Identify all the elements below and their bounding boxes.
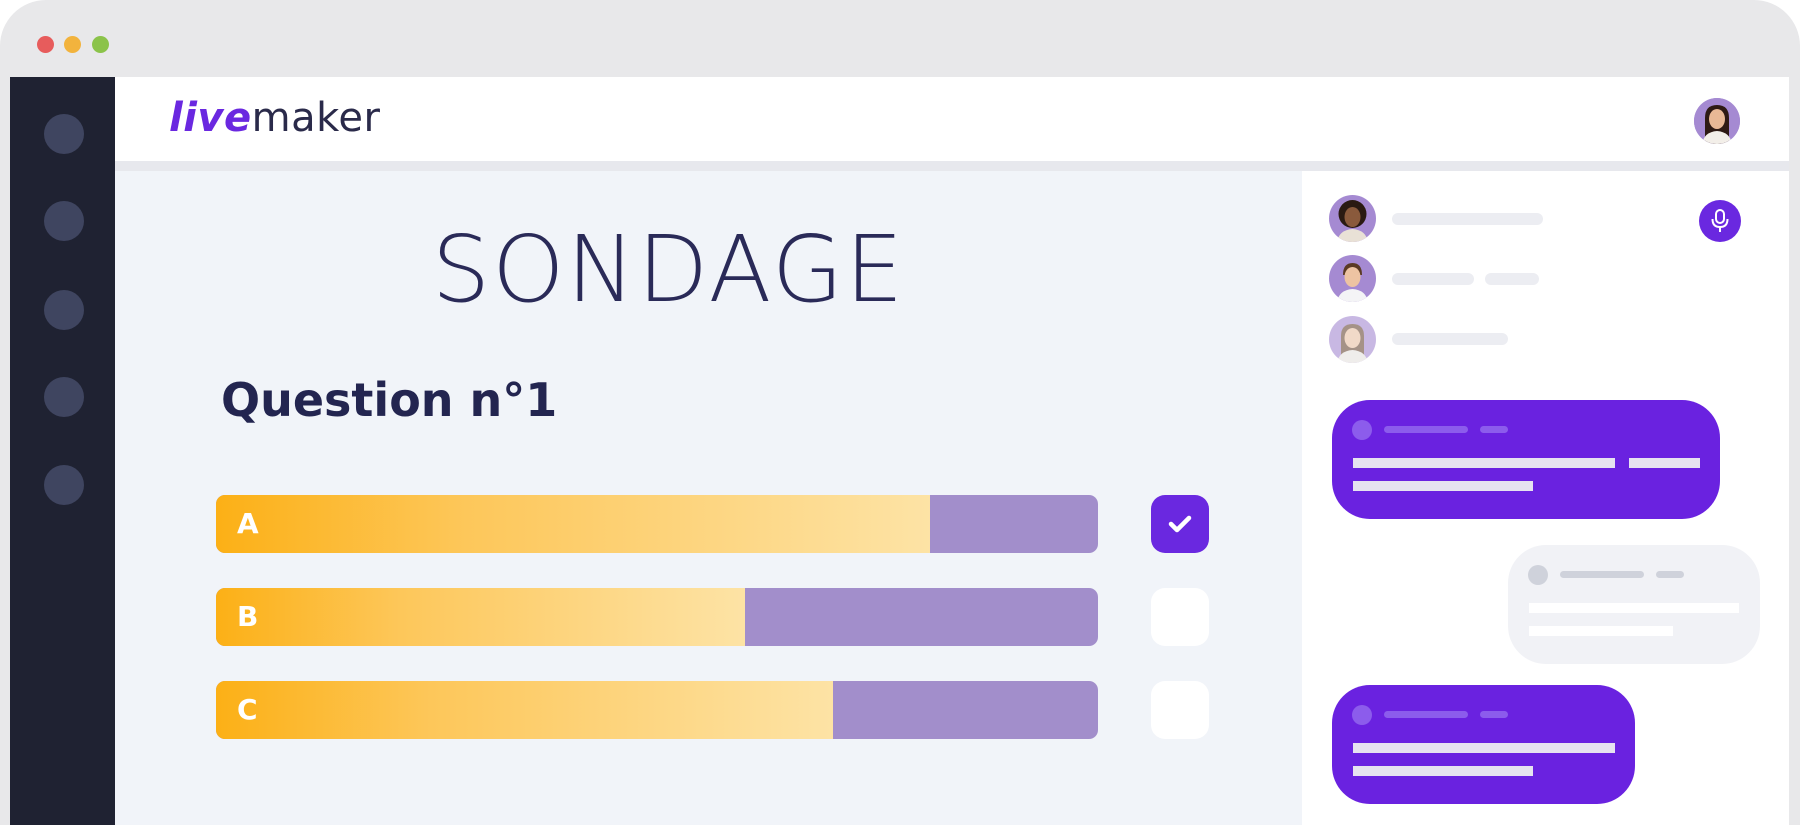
- message-1-text-line-1b: [1629, 458, 1700, 468]
- poll-option-a-checkbox[interactable]: [1151, 495, 1209, 553]
- message-2-text-line-1: [1529, 603, 1739, 613]
- poll-option-a-fill: [216, 495, 931, 553]
- chat-message-1[interactable]: [1332, 400, 1720, 519]
- participant-avatar-2[interactable]: [1329, 255, 1376, 302]
- header-separator: [115, 161, 1789, 171]
- participant-avatar-3[interactable]: [1329, 316, 1376, 363]
- participant-2-name: [1392, 273, 1474, 285]
- sidebar-item-5[interactable]: [44, 465, 84, 505]
- poll-option-b-checkbox[interactable]: [1151, 588, 1209, 646]
- poll-option-a-label: A: [237, 507, 259, 540]
- participant-2-role: [1485, 273, 1539, 285]
- user-avatar[interactable]: [1694, 98, 1740, 144]
- poll-option-b-label: B: [237, 600, 259, 633]
- poll-option-b-fill: [216, 588, 746, 646]
- message-1-text-line-2: [1353, 481, 1533, 491]
- sidebar-item-4[interactable]: [44, 377, 84, 417]
- close-window-button[interactable]: [37, 36, 54, 53]
- message-3-text-line-2: [1353, 766, 1533, 776]
- question-heading: Question n°1: [221, 373, 558, 427]
- message-2-author: [1560, 571, 1644, 578]
- microphone-button[interactable]: [1699, 200, 1741, 242]
- message-2-text-line-2: [1529, 626, 1673, 636]
- message-2-time: [1656, 571, 1684, 578]
- check-icon: [1168, 515, 1192, 533]
- logo-maker-text: maker: [251, 95, 381, 141]
- minimize-window-button[interactable]: [64, 36, 81, 53]
- message-1-text-line-1: [1353, 458, 1615, 468]
- chat-message-3[interactable]: [1332, 685, 1635, 804]
- poll-option-c-fill: [216, 681, 834, 739]
- message-3-avatar: [1352, 705, 1372, 725]
- message-2-avatar: [1528, 565, 1548, 585]
- poll-option-c-label: C: [237, 693, 258, 726]
- message-3-author: [1384, 711, 1468, 718]
- poll-option-c-checkbox[interactable]: [1151, 681, 1209, 739]
- livemaker-logo[interactable]: livemaker: [169, 95, 380, 141]
- message-3-text-line-1: [1353, 743, 1615, 753]
- message-1-time: [1480, 426, 1508, 433]
- participant-1-name: [1392, 213, 1543, 225]
- sidebar-item-1[interactable]: [44, 114, 84, 154]
- message-1-author: [1384, 426, 1468, 433]
- sidebar-item-3[interactable]: [44, 290, 84, 330]
- participant-avatar-1[interactable]: [1329, 195, 1376, 242]
- maximize-window-button[interactable]: [92, 36, 109, 53]
- logo-live-text: live: [169, 95, 252, 141]
- poll-title: SONDAGE: [431, 216, 906, 323]
- top-bar: livemaker: [115, 77, 1789, 161]
- poll-option-b-bar[interactable]: B: [216, 588, 1098, 646]
- poll-option-c-bar[interactable]: C: [216, 681, 1098, 739]
- chat-panel: [1302, 171, 1789, 825]
- poll-option-a-bar[interactable]: A: [216, 495, 1098, 553]
- poll-panel: SONDAGE Question n°1 A B C: [115, 171, 1302, 825]
- sidebar-item-2[interactable]: [44, 201, 84, 241]
- participant-3-name: [1392, 333, 1508, 345]
- message-1-avatar: [1352, 420, 1372, 440]
- chat-message-2[interactable]: [1508, 545, 1760, 664]
- message-3-time: [1480, 711, 1508, 718]
- sidebar: [10, 77, 115, 825]
- microphone-icon: [1711, 209, 1729, 232]
